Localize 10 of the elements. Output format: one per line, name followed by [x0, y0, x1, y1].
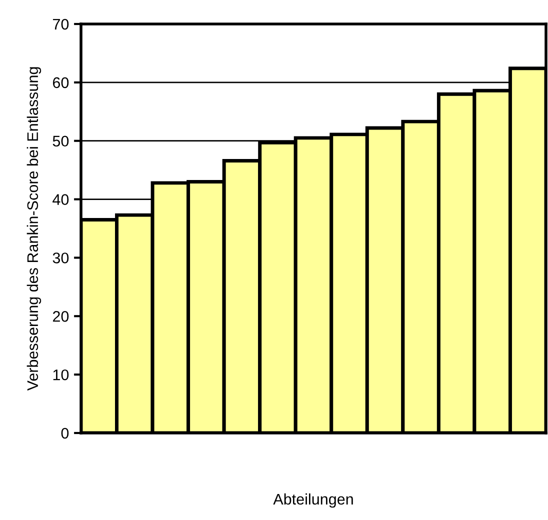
x-axis-title: Abteilungen: [273, 493, 353, 508]
y-tick-label: 10: [53, 369, 69, 380]
y-tick-label: 60: [52, 77, 69, 88]
y-axis-title: Verbesserung des Rankin-Score bei Entlassung: [26, 67, 42, 391]
y-tick-label: 20: [52, 311, 69, 322]
y-tick-label: 30: [52, 252, 69, 264]
y-tick-label: 0: [61, 428, 69, 439]
y-tick-label: 70: [52, 18, 69, 30]
y-tick-label: 40: [52, 194, 69, 205]
y-tick-label: 50: [52, 136, 69, 147]
